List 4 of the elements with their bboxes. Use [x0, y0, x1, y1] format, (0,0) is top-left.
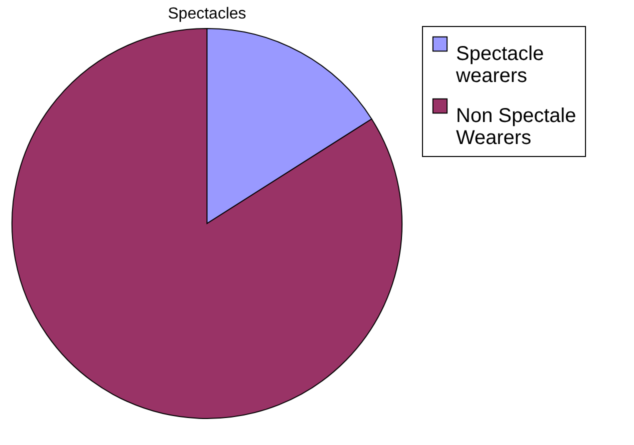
pie-slice: [12, 28, 402, 419]
legend-label: Spectacle wearers: [455, 43, 544, 87]
chart-title: Spectacles: [168, 6, 246, 22]
legend-label: Non Spectale Wearers: [456, 105, 576, 149]
